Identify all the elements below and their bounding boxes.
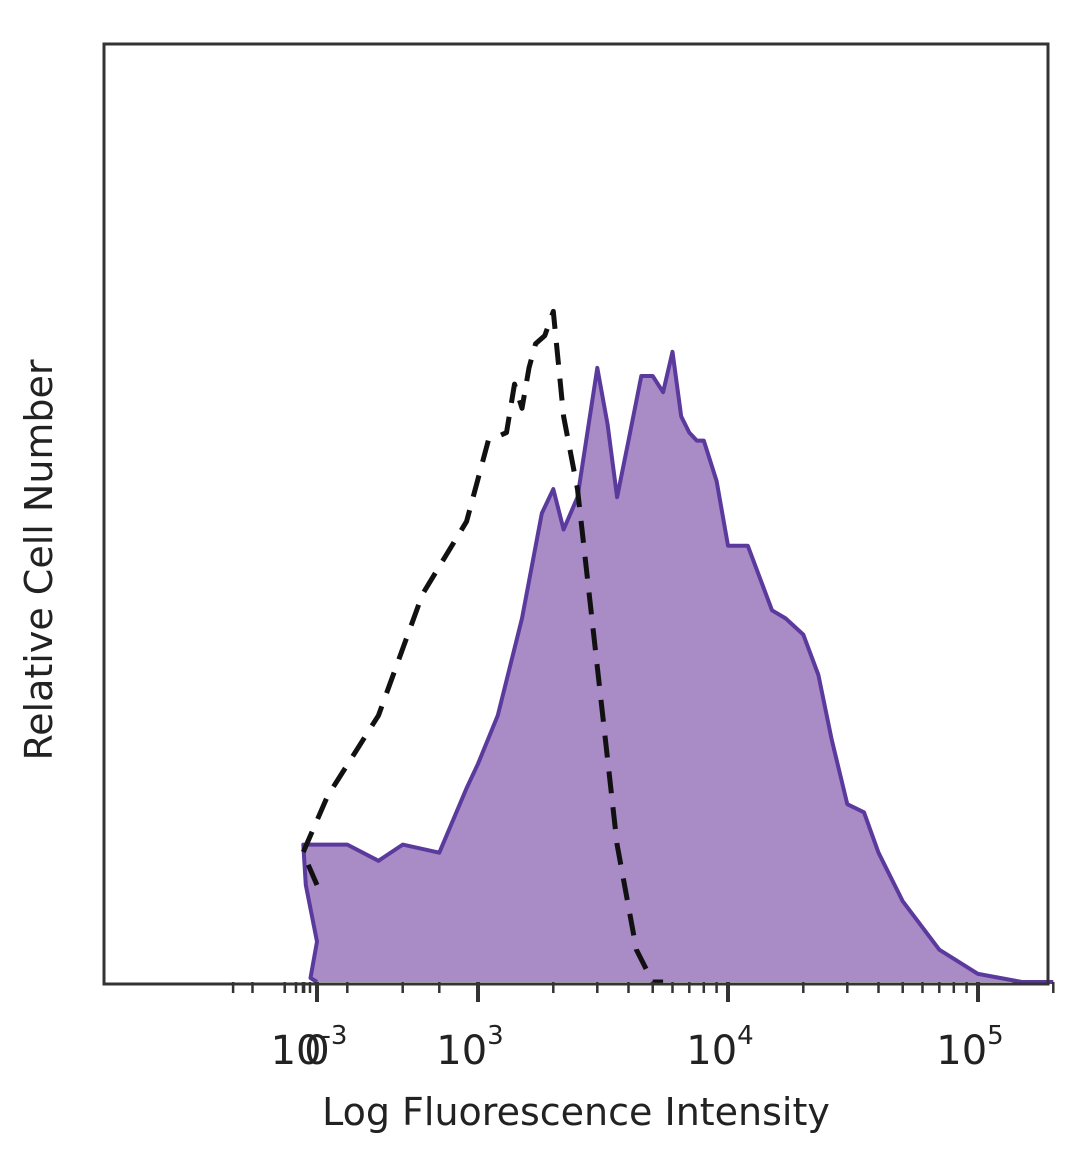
x-tick-label: 10-3 <box>271 1021 348 1074</box>
x-axis: 10-30 103 104 105 <box>231 982 1055 1074</box>
control-histogram-dashed-line <box>300 308 664 985</box>
x-tick-label: 104 <box>686 1021 753 1074</box>
x-tick-label: 105 <box>936 1021 1003 1074</box>
y-axis-title: Relative Cell Number <box>17 359 61 760</box>
stained-histogram-line <box>301 349 1054 984</box>
stained-histogram-fill <box>303 351 1054 982</box>
x-tick-label: 103 <box>436 1021 503 1074</box>
x-axis-title: Log Fluorescence Intensity <box>322 1090 830 1134</box>
x-tick-label: 0 <box>304 1028 329 1074</box>
plot-area <box>300 308 1054 985</box>
plot-frame <box>102 42 1050 986</box>
